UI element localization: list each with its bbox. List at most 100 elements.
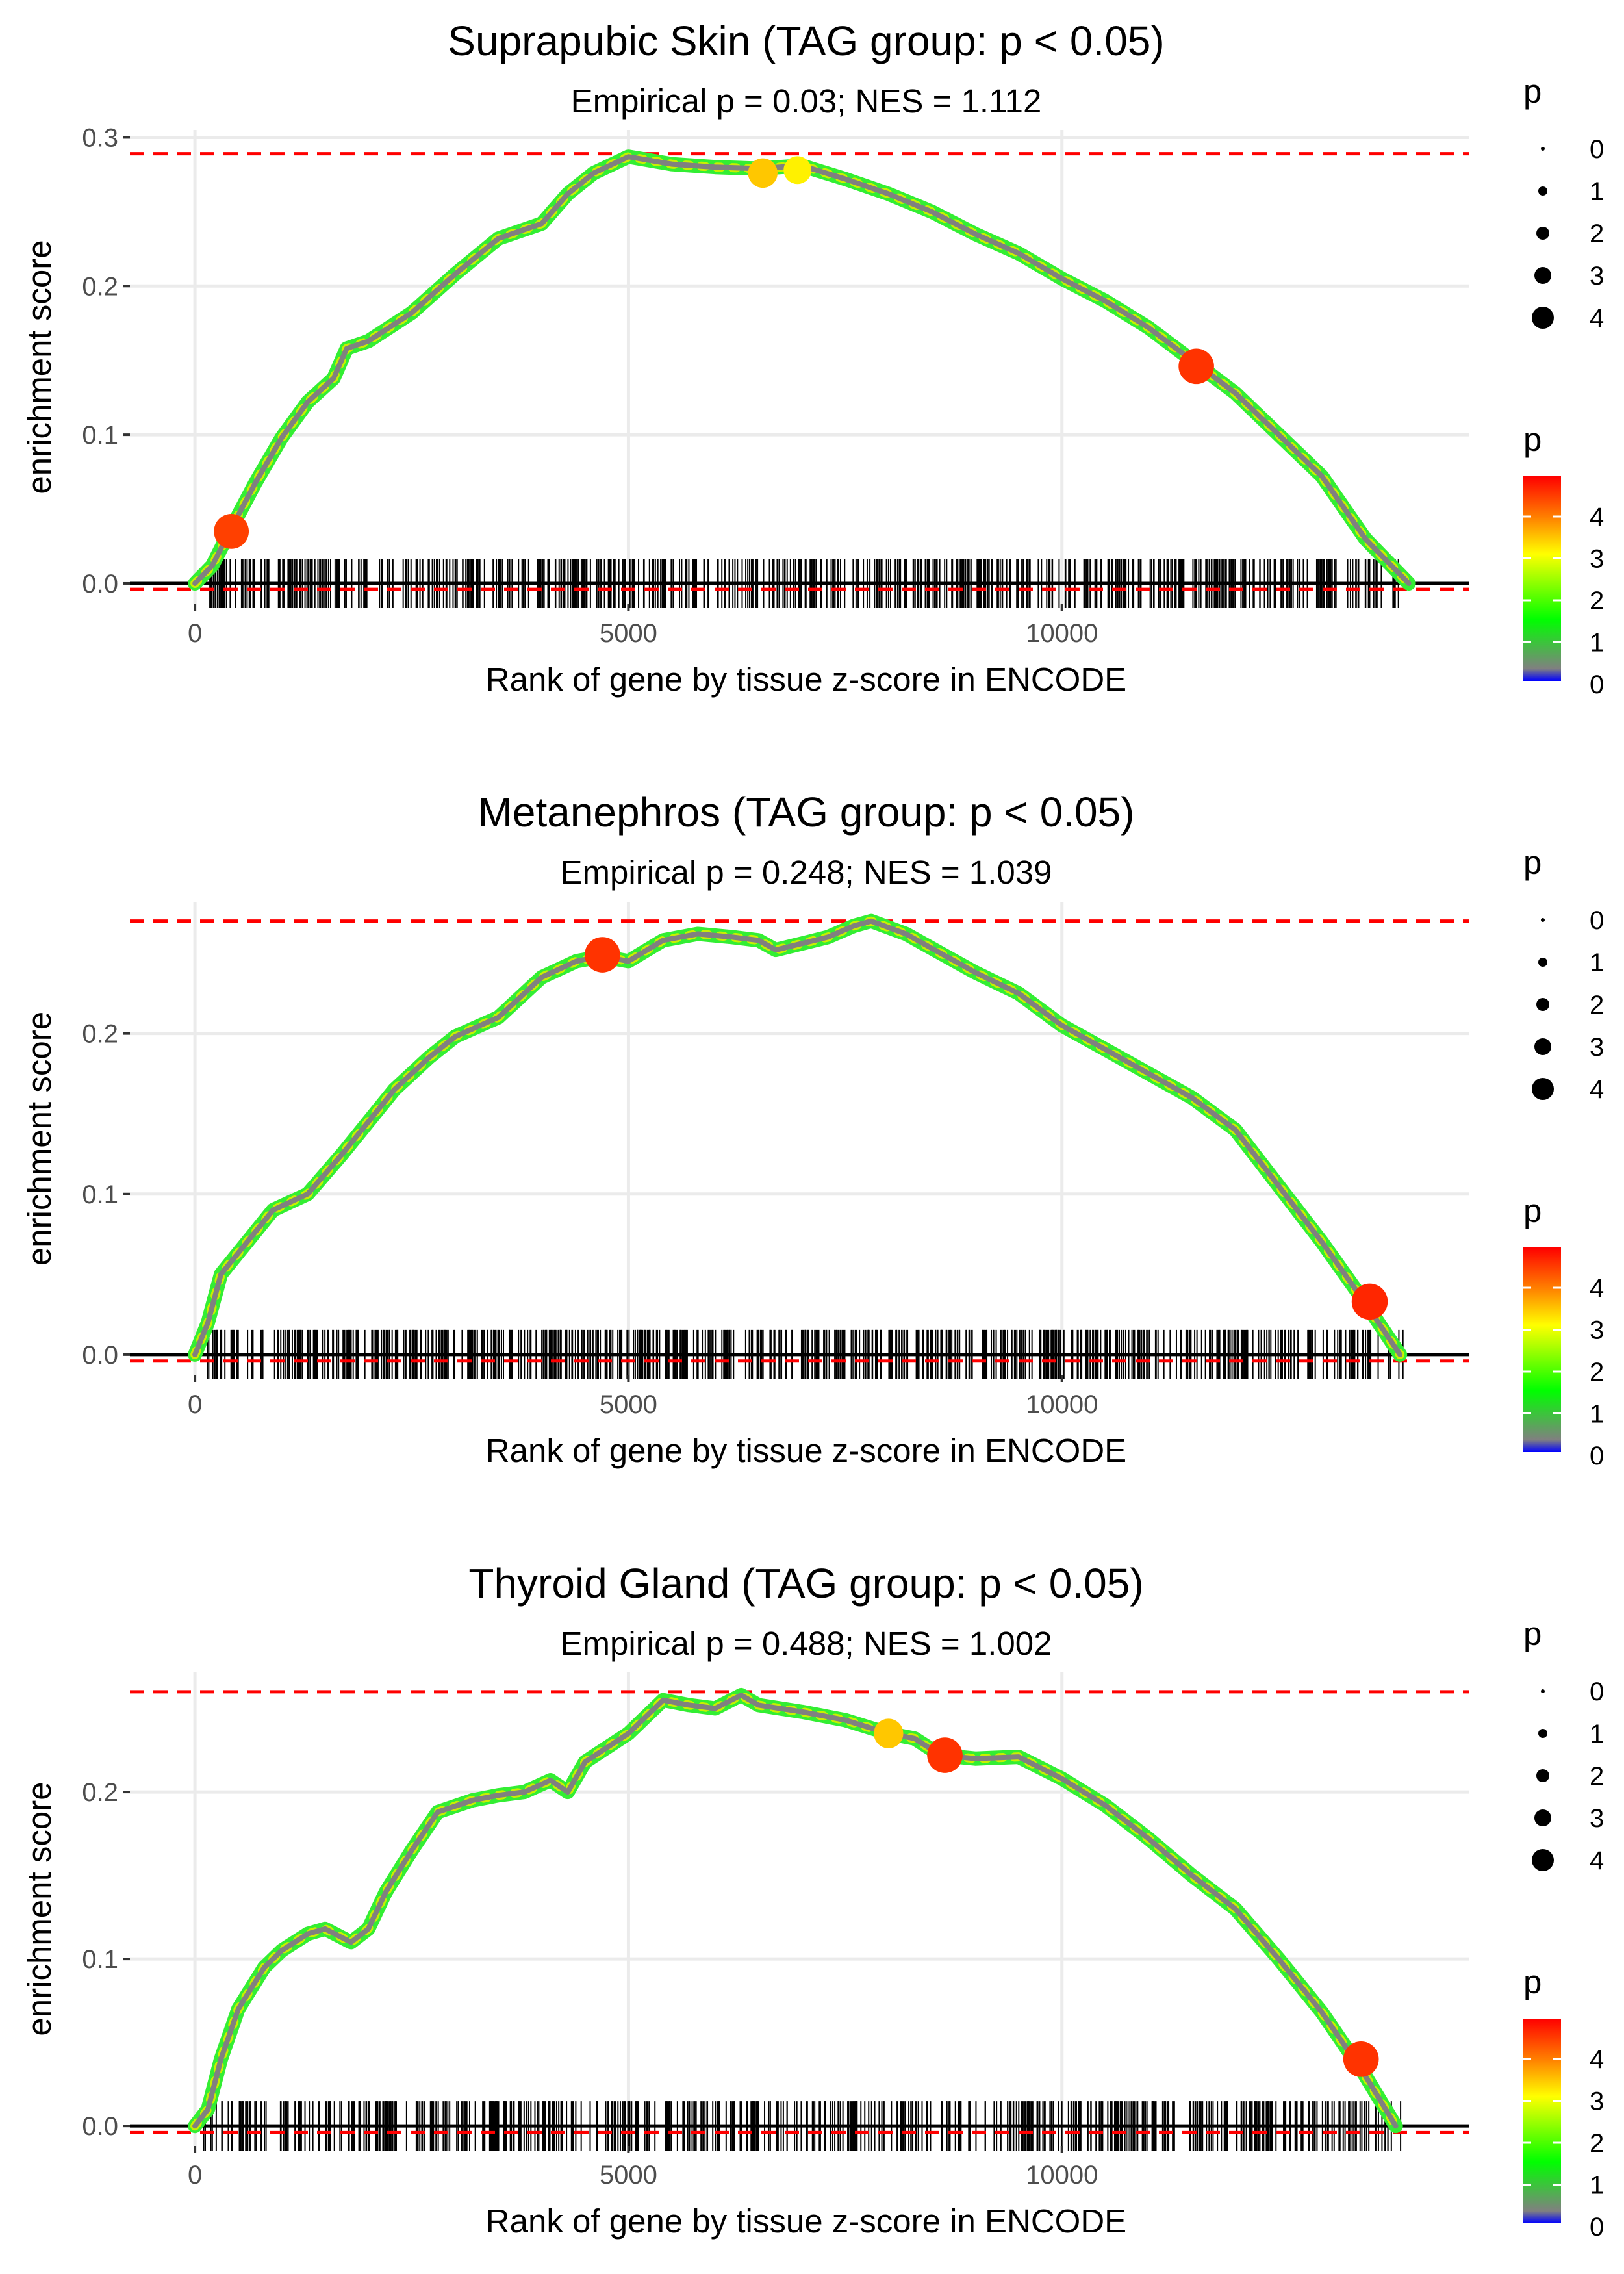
enrichment-curve (192, 154, 1412, 586)
y-tick-label: 0.2 (82, 272, 118, 301)
panel-title: Suprapubic Skin (TAG group: p < 0.05) (448, 18, 1164, 64)
size-legend-label: 4 (1590, 1846, 1604, 1875)
color-legend-label: 2 (1590, 587, 1604, 615)
size-legend-label: 3 (1590, 1804, 1604, 1833)
size-legend-dot (1534, 1809, 1551, 1826)
size-legend-title: p (1523, 73, 1542, 110)
color-legend-label: 3 (1590, 2088, 1604, 2116)
panel-subtitle: Empirical p = 0.03; NES = 1.112 (571, 83, 1042, 120)
size-legend-dot (1532, 1078, 1554, 1100)
size-legend-label: 3 (1590, 262, 1604, 290)
color-legend-label: 2 (1590, 1358, 1604, 1386)
enrichment-curve-halo (188, 149, 1416, 591)
size-legend-label: 1 (1590, 949, 1604, 977)
enrichment-panel: Thyroid Gland (TAG group: p < 0.05) Empir… (21, 1560, 1604, 2242)
size-legend-dot (1538, 958, 1547, 967)
enrichment-curve-halo (188, 913, 1408, 1362)
enrichment-curve-yellow (190, 152, 1414, 588)
legend: p 0 1 2 3 4 p 4 3 2 1 0 (1523, 844, 1604, 1470)
x-tick-label: 10000 (1026, 1390, 1098, 1419)
y-tick-label: 0.3 (82, 123, 118, 152)
y-axis-title: enrichment score (21, 1782, 58, 2036)
size-legend-label: 2 (1590, 1762, 1604, 1791)
color-legend-bar (1523, 476, 1561, 681)
size-legend-label: 4 (1590, 304, 1604, 333)
color-legend-label: 2 (1590, 2129, 1604, 2158)
legend: p 0 1 2 3 4 p 4 3 2 1 0 (1523, 73, 1604, 699)
y-tick-label: 0.0 (82, 2112, 118, 2141)
color-legend-title: p (1523, 1963, 1542, 2000)
color-legend-label: 4 (1590, 1274, 1604, 1303)
size-legend-dot (1536, 1769, 1549, 1782)
enrichment-panel: Metanephros (TAG group: p < 0.05) Empiric… (21, 789, 1604, 1470)
x-tick-label: 0 (188, 2161, 202, 2190)
color-legend-label: 1 (1590, 629, 1604, 658)
size-legend-dot (1541, 1689, 1545, 1693)
size-legend-label: 1 (1590, 177, 1604, 206)
panel-title: Thyroid Gland (TAG group: p < 0.05) (468, 1560, 1143, 1607)
x-tick-label: 10000 (1026, 619, 1098, 648)
y-tick-label: 0.0 (82, 1341, 118, 1370)
y-tick-label: 0.0 (82, 570, 118, 598)
size-legend-label: 0 (1590, 906, 1604, 935)
y-axis-title: enrichment score (21, 1012, 58, 1266)
y-tick-label: 0.2 (82, 1020, 118, 1049)
enrichment-panel: Suprapubic Skin (TAG group: p < 0.05) Emp… (21, 18, 1604, 699)
size-legend-dot (1536, 998, 1549, 1011)
size-legend-dot (1538, 186, 1547, 196)
y-axis-title: enrichment score (21, 240, 58, 494)
color-legend-label: 3 (1590, 1316, 1604, 1345)
panel-subtitle: Empirical p = 0.248; NES = 1.039 (561, 854, 1052, 891)
y-tick-label: 0.1 (82, 1181, 118, 1209)
x-tick-label: 10000 (1026, 2161, 1098, 2190)
gene-point (214, 513, 249, 549)
color-legend-bar (1523, 1247, 1561, 1452)
size-legend-label: 0 (1590, 135, 1604, 164)
x-tick-label: 5000 (600, 2161, 657, 2190)
panel-title: Metanephros (TAG group: p < 0.05) (478, 789, 1135, 836)
size-legend-dot (1532, 1849, 1554, 1871)
color-legend-title: p (1523, 421, 1542, 458)
panel-subtitle: Empirical p = 0.488; NES = 1.002 (561, 1625, 1052, 1662)
color-legend-label: 4 (1590, 2045, 1604, 2074)
x-tick-label: 5000 (600, 619, 657, 648)
y-tick-label: 0.1 (82, 1945, 118, 1974)
color-legend-label: 1 (1590, 1400, 1604, 1429)
size-legend-title: p (1523, 1615, 1542, 1652)
y-tick-label: 0.1 (82, 421, 118, 450)
color-legend-label: 4 (1590, 503, 1604, 531)
color-legend-label: 0 (1590, 1442, 1604, 1470)
gene-point (783, 156, 812, 185)
size-legend-label: 2 (1590, 991, 1604, 1019)
size-legend-label: 1 (1590, 1720, 1604, 1748)
size-legend-dot (1536, 227, 1549, 240)
x-tick-label: 0 (188, 619, 202, 648)
x-axis-title: Rank of gene by tissue z-score in ENCODE (486, 1432, 1126, 1469)
color-legend-bar (1523, 2019, 1561, 2223)
size-legend-dot (1541, 147, 1545, 151)
gene-point (585, 937, 620, 973)
gene-point (874, 1718, 904, 1748)
x-tick-label: 0 (188, 1390, 202, 1419)
color-legend-label: 3 (1590, 545, 1604, 574)
color-legend-label: 0 (1590, 671, 1604, 699)
size-legend-label: 4 (1590, 1075, 1604, 1104)
size-legend-dot (1534, 267, 1551, 284)
x-axis-title: Rank of gene by tissue z-score in ENCODE (486, 2203, 1126, 2240)
enrichment-curve (192, 918, 1403, 1357)
size-legend-dot (1541, 918, 1545, 922)
size-legend-label: 2 (1590, 220, 1604, 248)
enrichment-curve (192, 1693, 1399, 2129)
gene-point (1351, 1283, 1388, 1320)
size-legend-dot (1532, 307, 1554, 329)
size-legend-label: 0 (1590, 1678, 1604, 1706)
size-legend-dot (1538, 1729, 1547, 1738)
x-axis-title: Rank of gene by tissue z-score in ENCODE (486, 661, 1126, 698)
legend: p 0 1 2 3 4 p 4 3 2 1 0 (1523, 1615, 1604, 2242)
color-legend-title: p (1523, 1192, 1542, 1229)
size-legend-title: p (1523, 844, 1542, 881)
gene-point (1343, 2041, 1379, 2077)
size-legend-dot (1534, 1038, 1551, 1055)
size-legend-label: 3 (1590, 1033, 1604, 1062)
